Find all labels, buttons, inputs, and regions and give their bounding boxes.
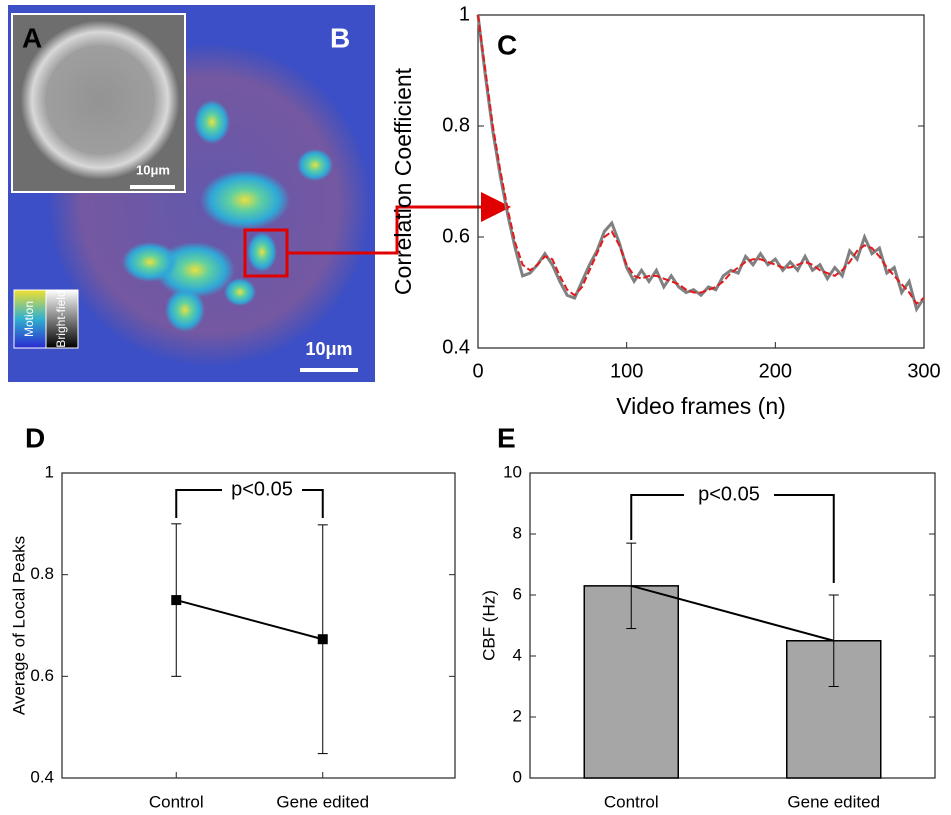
- y-tick-label: 0.6: [30, 666, 54, 685]
- y-axis-label: Average of Local Peaks: [9, 536, 28, 715]
- x-tick-label: Control: [604, 792, 659, 811]
- x-tick-label: Gene edited: [276, 792, 369, 811]
- panel-label: B: [330, 22, 350, 53]
- plot-frame: [477, 14, 925, 349]
- panel-label: D: [25, 422, 45, 453]
- brightfield-image: [11, 13, 186, 193]
- x-tick-label: 200: [759, 360, 792, 382]
- colorbar-label: Bright-field: [54, 290, 68, 347]
- y-tick-label: 1: [459, 3, 470, 25]
- data-line: [476, 14, 926, 313]
- marker: [317, 634, 328, 645]
- x-tick-label: Gene edited: [787, 792, 880, 811]
- y-axis-label: CBF (Hz): [479, 590, 498, 661]
- x-tick-label: 100: [610, 360, 643, 382]
- plot-frame: [529, 472, 936, 779]
- scale-bar-label: 10μm: [136, 162, 170, 177]
- y-tick-label: 10: [503, 462, 522, 481]
- y-tick-label: 2: [513, 706, 522, 725]
- significance-label: p<0.05: [231, 478, 293, 500]
- y-axis-label: Correlation Coefficient: [390, 67, 416, 295]
- panel-label: C: [497, 29, 517, 60]
- plot-frame: [61, 472, 456, 779]
- connect-line: [175, 599, 324, 641]
- marker: [171, 595, 182, 606]
- y-tick-label: 0.4: [442, 336, 470, 358]
- y-tick-label: 0.8: [442, 114, 470, 136]
- y-tick-label: 0: [513, 767, 522, 786]
- significance-bracket: [630, 494, 835, 583]
- y-tick-label: 8: [513, 523, 522, 542]
- x-tick-label: 300: [907, 360, 940, 382]
- significance-bracket: [175, 489, 324, 518]
- y-tick-label: 6: [513, 584, 522, 603]
- x-axis-label: Video frames (n): [616, 393, 786, 419]
- scale-bar-label: 10μm: [305, 339, 352, 359]
- connect-line: [630, 584, 835, 642]
- motion-image: [8, 5, 511, 382]
- colorbar-label: Motion: [22, 301, 36, 337]
- x-tick-label: Control: [149, 792, 204, 811]
- data-line: [477, 14, 925, 306]
- x-tick-label: 0: [472, 360, 483, 382]
- panel-label: E: [497, 422, 516, 453]
- panel-label: A: [22, 22, 42, 53]
- y-tick-label: 0.4: [30, 767, 54, 786]
- y-tick-label: 1: [45, 462, 54, 481]
- y-tick-label: 4: [513, 645, 522, 664]
- significance-label: p<0.05: [698, 483, 760, 505]
- y-tick-label: 0.8: [30, 564, 54, 583]
- y-tick-label: 0.6: [442, 225, 470, 247]
